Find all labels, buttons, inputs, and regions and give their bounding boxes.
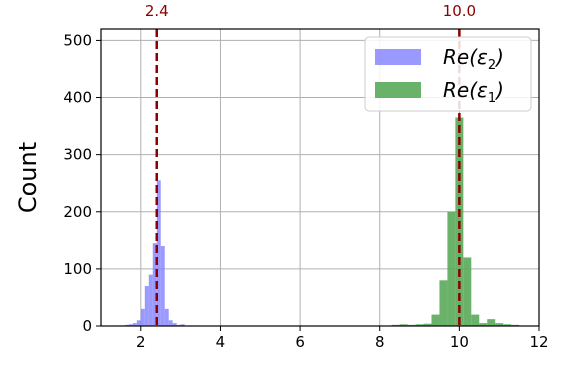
histogram-bar (471, 315, 479, 326)
y-tick-label: 100 (63, 260, 92, 278)
reference-line-label: 10.0 (443, 2, 476, 20)
histogram-bar (447, 212, 455, 326)
histogram-bar (145, 286, 149, 326)
legend-swatch (375, 49, 421, 65)
histogram-bar (169, 320, 173, 326)
series-1-bars (117, 180, 193, 326)
y-tick-label: 500 (63, 31, 92, 49)
histogram-bar (165, 309, 169, 326)
y-tick-label: 400 (63, 89, 92, 107)
y-axis-label: Count (14, 142, 42, 213)
y-tick-label: 200 (63, 203, 92, 221)
reference-line-label: 2.4 (145, 2, 169, 20)
x-tick-label: 10 (450, 333, 469, 351)
histogram-bar (141, 309, 145, 326)
series-2-bars (392, 118, 519, 326)
y-tick-label: 300 (63, 146, 92, 164)
y-tick-label: 0 (82, 317, 92, 335)
x-tick-label: 6 (295, 333, 305, 351)
histogram-bar (431, 315, 439, 326)
legend-swatch (375, 82, 421, 98)
histogram-bar (149, 275, 153, 326)
x-tick-label: 4 (216, 333, 226, 351)
x-tick-label: 2 (136, 333, 146, 351)
x-tick-label: 12 (529, 333, 548, 351)
histogram-bar (161, 246, 165, 326)
histogram-bar (487, 319, 495, 326)
histogram-bar (137, 320, 141, 326)
histogram-bar (439, 280, 447, 326)
legend: Re(ε2)Re(ε1) (365, 37, 531, 111)
histogram-bar (463, 257, 471, 326)
x-tick-label: 8 (375, 333, 385, 351)
